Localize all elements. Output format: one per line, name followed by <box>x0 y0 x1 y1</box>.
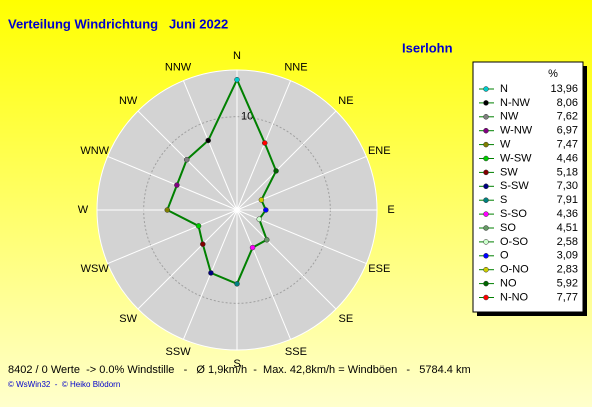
wind-point <box>234 76 240 83</box>
spoke <box>182 80 238 211</box>
wind-point <box>234 281 240 287</box>
direction-label: S <box>233 358 240 370</box>
legend-label: W-SW <box>500 152 532 164</box>
legend-marker <box>483 169 489 176</box>
legend-value: 3,09 <box>557 250 578 262</box>
legend-value: 4,51 <box>557 222 578 234</box>
legend-marker <box>483 100 489 106</box>
direction-label: ESE <box>368 263 390 275</box>
spoke <box>137 209 238 310</box>
direction-label: NNW <box>165 62 192 74</box>
direction-label: WNW <box>80 145 109 157</box>
legend-value: 7,91 <box>557 194 578 206</box>
legend-label: N <box>500 83 508 95</box>
legend-marker <box>483 294 489 301</box>
legend-value: 13,96 <box>550 83 578 95</box>
legend-shadow <box>477 312 587 316</box>
legend-value: 6,97 <box>557 125 578 137</box>
spoke <box>236 155 367 211</box>
legend-marker <box>483 253 489 259</box>
wind-point <box>183 156 190 163</box>
legend-marker <box>483 211 489 217</box>
legend-marker <box>483 155 489 162</box>
legend-marker <box>483 86 489 92</box>
direction-label: SSE <box>285 346 307 358</box>
direction-label: N <box>233 50 241 62</box>
direction-label: E <box>387 204 394 216</box>
legend-value: 7,47 <box>557 139 578 151</box>
direction-label: NE <box>338 95 353 107</box>
legend-value: 2,83 <box>557 264 578 276</box>
legend-value: 4,36 <box>557 208 578 220</box>
legend-value: 2,58 <box>557 236 578 248</box>
legend-label: W-NW <box>500 125 533 137</box>
legend-marker <box>483 225 489 231</box>
wind-point <box>205 137 211 144</box>
wind-point <box>264 237 270 243</box>
direction-label: ENE <box>368 145 391 157</box>
spoke <box>107 155 238 211</box>
wind-point <box>164 207 171 213</box>
legend-marker <box>483 280 489 287</box>
direction-label: NW <box>119 95 138 107</box>
legend-value: 7,62 <box>557 111 578 123</box>
legend-label: NO <box>500 278 517 290</box>
footer: 8402 / 0 Werte -> 0.0% Windstille - Ø 1,… <box>8 364 471 376</box>
spoke <box>107 209 238 265</box>
chart-title: Verteilung Windrichtung Juni 2022 <box>8 16 228 31</box>
direction-label: NNE <box>284 62 307 74</box>
wind-point <box>174 182 180 188</box>
legend-box <box>472 61 584 313</box>
legend-label: N-NO <box>500 291 529 303</box>
credit: © WsWin32 - © Heiko Blödorn <box>8 380 120 389</box>
legend-label: O-NO <box>500 264 529 276</box>
legend-label: O <box>500 250 509 262</box>
wind-point <box>273 168 279 174</box>
r-tick-label: 10 <box>241 111 253 123</box>
wind-point <box>249 244 256 251</box>
spoke <box>236 110 337 211</box>
legend-value: 7,30 <box>557 180 578 192</box>
legend-shadow <box>583 66 587 316</box>
direction-label: SW <box>119 313 137 325</box>
legend-marker <box>483 266 489 273</box>
direction-label: WSW <box>81 263 110 275</box>
legend-value: 5,92 <box>557 278 578 290</box>
direction-label: W <box>78 204 89 216</box>
chart-subtitle: Iserlohn <box>402 40 453 55</box>
direction-label: SE <box>339 313 354 325</box>
legend-marker <box>483 183 489 190</box>
legend-value: 5,18 <box>557 166 578 178</box>
legend-value: 4,46 <box>557 152 578 164</box>
wind-point <box>258 197 265 203</box>
legend-marker <box>483 239 489 245</box>
legend-label: W <box>500 139 511 151</box>
legend-label: S <box>500 194 507 206</box>
legend-label: S-SO <box>500 208 527 220</box>
legend-value: 8,06 <box>557 97 578 109</box>
legend-label: O-SO <box>500 236 529 248</box>
legend-marker <box>483 114 489 120</box>
wind-point <box>256 216 262 222</box>
legend-label: SW <box>500 166 518 178</box>
wind-point <box>195 223 202 229</box>
legend-label: S-SW <box>500 180 529 192</box>
spoke <box>236 209 337 310</box>
spoke <box>236 209 292 340</box>
legend-marker <box>483 197 489 203</box>
direction-label: SSW <box>166 346 192 358</box>
wind-point <box>263 207 269 213</box>
legend-label: NW <box>500 111 519 123</box>
legend-title: % <box>548 68 558 80</box>
wind-point <box>208 270 214 276</box>
wind-point <box>262 140 268 146</box>
legend-marker <box>483 127 489 134</box>
legend-marker <box>483 141 489 148</box>
legend-label: SO <box>500 222 516 234</box>
legend-value: 7,77 <box>557 291 578 303</box>
legend-label: N-NW <box>500 97 531 109</box>
wind-point <box>200 241 206 247</box>
